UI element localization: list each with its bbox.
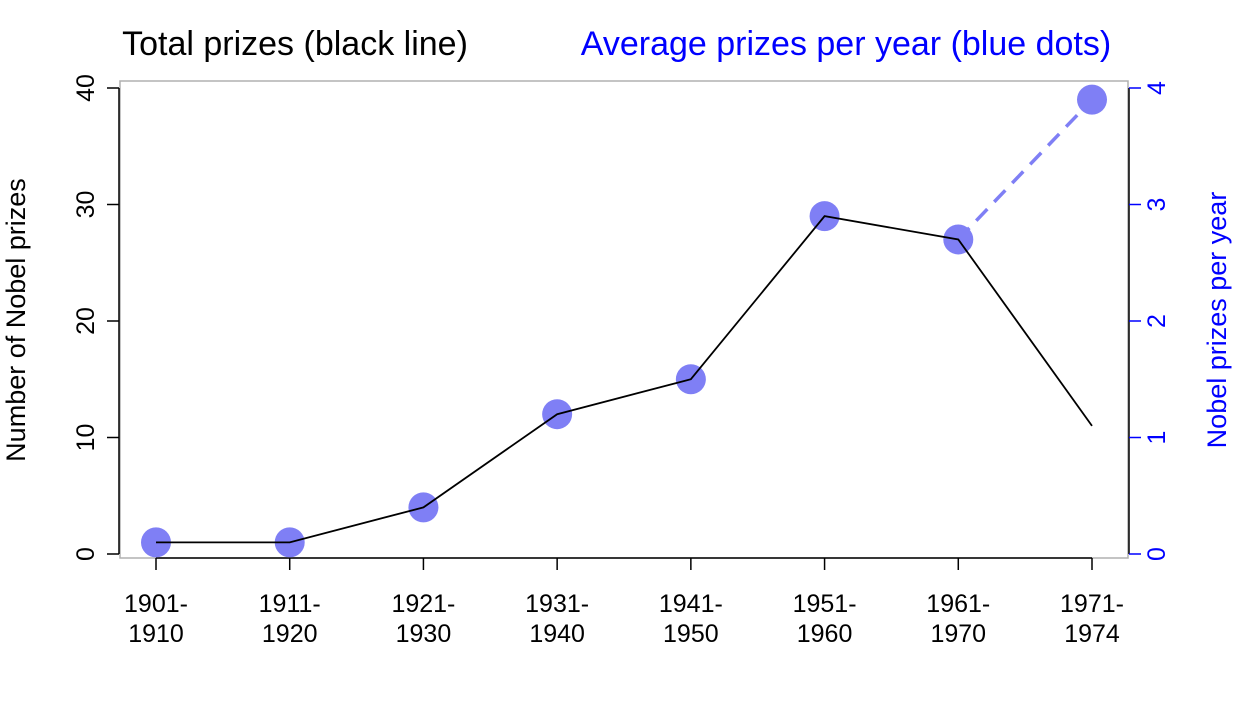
right-axis-tick-label: 3 — [1143, 198, 1171, 212]
x-axis-tick-label: 1951-1960 — [793, 590, 857, 648]
right-axis-tick-label: 4 — [1143, 81, 1171, 95]
average-per-year-dot — [1077, 84, 1107, 115]
total-prizes-line — [156, 215, 1093, 544]
y2-axis-label: Nobel prizes per year — [1202, 192, 1232, 449]
right-y-axis: 0 1 2 3 4 — [1128, 81, 1171, 561]
left-y-axis: 0 10 20 30 40 — [72, 74, 120, 561]
plot-frame — [119, 80, 1129, 559]
x-axis-tick-label: 1941-1950 — [659, 590, 723, 648]
x-axis-tick-label: 1921-1930 — [391, 590, 455, 648]
average-dashed-segment — [957, 98, 1094, 241]
y-axis-label: Number of Nobel prizes — [1, 178, 31, 462]
right-axis-tick-label: 1 — [1143, 431, 1171, 445]
x-axis-tick-label: 1931-1940 — [525, 590, 589, 648]
left-axis-tick-label: 10 — [72, 424, 100, 452]
right-axis-tick-label: 0 — [1143, 547, 1171, 561]
right-axis-tick-label: 2 — [1143, 314, 1171, 328]
x-axis-tick-label: 1961-1970 — [926, 590, 990, 648]
chart-title-right: Average prizes per year (blue dots) — [581, 25, 1111, 63]
x-axis-tick-label: 1901-1910 — [124, 590, 188, 648]
left-axis-tick-label: 20 — [72, 307, 100, 335]
x-axis: 1901-1910 1911-1920 1921-1930 1931-1940 1941… — [124, 557, 1124, 648]
left-axis-tick-label: 40 — [72, 74, 100, 102]
x-axis-tick-label: 1971-1974 — [1060, 590, 1124, 648]
chart-title-left: Total prizes (black line) — [122, 25, 468, 63]
left-axis-tick-label: 0 — [72, 547, 100, 561]
series-layer — [141, 84, 1107, 558]
left-axis-tick-label: 30 — [72, 191, 100, 219]
x-axis-tick-label: 1911-1920 — [259, 590, 321, 648]
